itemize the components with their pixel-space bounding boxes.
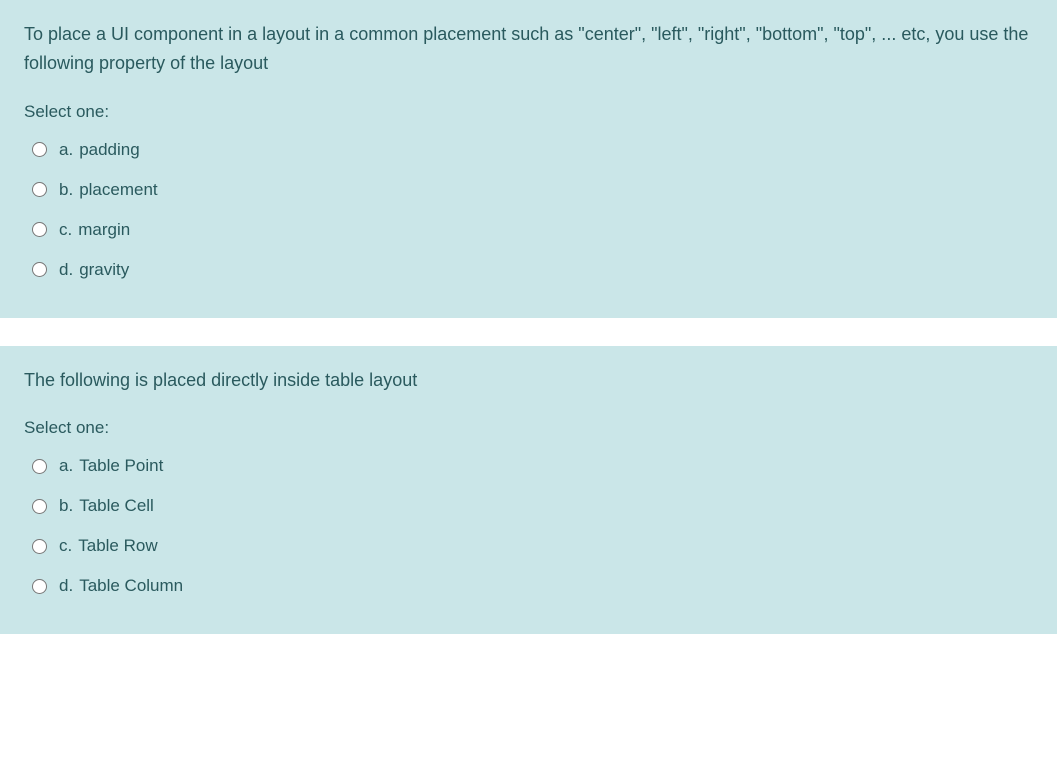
- option-row[interactable]: b. placement: [24, 170, 1033, 210]
- option-letter: b.: [59, 180, 73, 200]
- option-letter: a.: [59, 140, 73, 160]
- option-row[interactable]: d. gravity: [24, 250, 1033, 290]
- radio-option-c[interactable]: [32, 539, 47, 554]
- radio-option-a[interactable]: [32, 459, 47, 474]
- option-letter: a.: [59, 456, 73, 476]
- option-letter: c.: [59, 220, 72, 240]
- option-letter: b.: [59, 496, 73, 516]
- option-row[interactable]: b. Table Cell: [24, 486, 1033, 526]
- question-block-2: The following is placed directly inside …: [0, 346, 1057, 635]
- option-text: padding: [79, 140, 140, 160]
- question-spacer: [0, 318, 1057, 346]
- option-row[interactable]: d. Table Column: [24, 566, 1033, 606]
- question-text: To place a UI component in a layout in a…: [24, 20, 1033, 78]
- radio-option-b[interactable]: [32, 182, 47, 197]
- option-text: Table Column: [79, 576, 183, 596]
- option-text: margin: [78, 220, 130, 240]
- option-text: Table Cell: [79, 496, 154, 516]
- radio-option-a[interactable]: [32, 142, 47, 157]
- radio-option-d[interactable]: [32, 262, 47, 277]
- option-row[interactable]: c. Table Row: [24, 526, 1033, 566]
- select-one-label: Select one:: [24, 102, 1033, 122]
- radio-option-b[interactable]: [32, 499, 47, 514]
- option-row[interactable]: a. Table Point: [24, 446, 1033, 486]
- option-text: Table Row: [78, 536, 157, 556]
- option-text: gravity: [79, 260, 129, 280]
- radio-option-c[interactable]: [32, 222, 47, 237]
- question-block-1: To place a UI component in a layout in a…: [0, 0, 1057, 318]
- option-row[interactable]: a. padding: [24, 130, 1033, 170]
- option-letter: d.: [59, 260, 73, 280]
- option-text: Table Point: [79, 456, 163, 476]
- select-one-label: Select one:: [24, 418, 1033, 438]
- option-letter: c.: [59, 536, 72, 556]
- option-letter: d.: [59, 576, 73, 596]
- option-text: placement: [79, 180, 157, 200]
- radio-option-d[interactable]: [32, 579, 47, 594]
- option-row[interactable]: c. margin: [24, 210, 1033, 250]
- question-text: The following is placed directly inside …: [24, 366, 1033, 395]
